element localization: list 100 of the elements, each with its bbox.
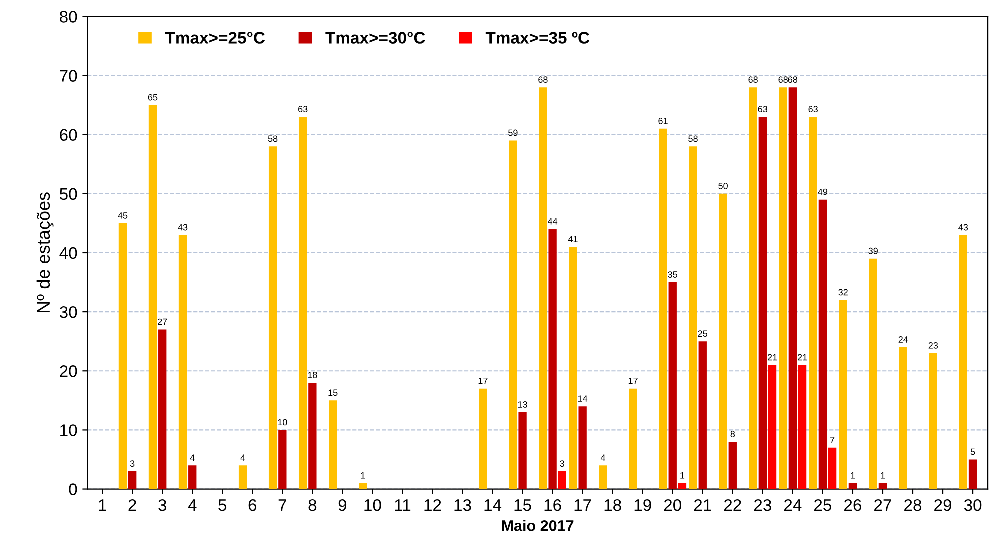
bar <box>788 88 798 490</box>
y-axis-title: Nº de estações <box>36 192 54 313</box>
data-label: 45 <box>118 212 128 219</box>
x-tick-label: 7 <box>278 500 286 512</box>
bar <box>599 466 608 490</box>
x-tick-label: 12 <box>424 499 442 512</box>
x-tick-label: 30 <box>964 499 982 512</box>
bar <box>128 472 137 490</box>
data-label: 68 <box>538 76 548 84</box>
bar <box>779 88 788 490</box>
bar <box>308 382 317 490</box>
bar <box>768 365 777 490</box>
x-tick-label: 21 <box>694 499 712 512</box>
data-label: 3 <box>560 460 565 467</box>
data-label: 14 <box>578 396 588 402</box>
data-label: 1 <box>361 472 366 479</box>
data-label: 1 <box>881 472 886 479</box>
data-label: 63 <box>758 106 768 113</box>
bar <box>818 200 828 490</box>
x-tick-label: 11 <box>395 500 411 512</box>
bar <box>968 460 978 490</box>
data-label: 15 <box>328 390 338 396</box>
bar <box>278 430 287 490</box>
data-label: 61 <box>658 118 668 124</box>
bar <box>809 117 818 490</box>
data-label: 21 <box>768 354 778 361</box>
y-tick-label: 20 <box>60 366 78 378</box>
data-label: 43 <box>958 224 968 231</box>
x-axis-title: Maio 2017 <box>502 520 574 532</box>
bar <box>959 235 968 490</box>
data-label: 4 <box>600 454 606 461</box>
legend-label: Tmax>=30°C <box>326 32 426 44</box>
data-label: 63 <box>808 106 818 113</box>
data-label: 1 <box>851 472 856 479</box>
x-tick-label: 10 <box>364 499 382 512</box>
bar <box>479 388 488 490</box>
x-tick-label: 9 <box>338 499 347 512</box>
data-label: 68 <box>778 76 788 84</box>
data-label: 4 <box>190 454 195 461</box>
data-label: 68 <box>788 76 798 84</box>
data-label: 1 <box>680 472 685 479</box>
bar <box>929 353 938 490</box>
y-tick-label: 0 <box>69 484 78 496</box>
x-tick-label: 8 <box>308 499 317 512</box>
data-label: 24 <box>898 336 908 343</box>
data-label: 58 <box>268 136 278 142</box>
x-tick-label: 15 <box>514 500 532 512</box>
data-label: 39 <box>868 248 878 254</box>
x-tick-label: 3 <box>158 499 166 512</box>
bar <box>848 483 858 490</box>
bar <box>869 258 878 490</box>
bar <box>728 442 737 490</box>
x-tick-label: 20 <box>664 499 682 512</box>
data-label: 4 <box>240 454 246 461</box>
x-tick-label: 1 <box>99 500 106 512</box>
x-tick-label: 18 <box>604 499 622 512</box>
x-tick-label: 5 <box>218 500 227 512</box>
bar <box>758 117 767 490</box>
bar <box>659 128 668 490</box>
bar <box>878 483 888 490</box>
x-tick-label: 13 <box>454 499 472 512</box>
bar <box>548 229 557 490</box>
data-label: 10 <box>278 419 288 426</box>
bar <box>558 472 566 490</box>
data-label: 63 <box>298 106 308 113</box>
bar <box>678 483 687 490</box>
data-label: 27 <box>158 318 168 326</box>
bar <box>268 146 278 490</box>
data-label: 68 <box>748 76 758 84</box>
data-label: 59 <box>508 130 518 136</box>
x-tick-label: 23 <box>754 499 772 512</box>
data-label: 3 <box>130 460 135 467</box>
data-label: 18 <box>308 372 318 378</box>
y-tick-label: 40 <box>60 247 78 260</box>
bar <box>118 223 128 490</box>
data-label: 21 <box>798 354 808 361</box>
bar <box>689 146 698 490</box>
bar <box>719 194 728 490</box>
data-label: 8 <box>730 431 736 438</box>
bar <box>629 388 638 490</box>
x-tick-label: 24 <box>784 499 802 512</box>
data-label: 43 <box>178 224 188 231</box>
data-label: 41 <box>568 236 578 242</box>
y-tick-label: 70 <box>60 70 78 82</box>
bar <box>839 300 848 490</box>
x-tick-label: 14 <box>484 500 502 512</box>
legend-label: Tmax>=25°C <box>165 32 266 44</box>
y-tick-label: 50 <box>60 188 78 200</box>
bar <box>188 466 197 490</box>
bar <box>509 140 518 490</box>
x-tick-label: 2 <box>128 499 136 512</box>
x-tick-label: 28 <box>904 499 922 512</box>
y-tick-label: 60 <box>60 129 78 142</box>
bar <box>828 448 837 490</box>
data-label: 7 <box>830 437 835 444</box>
data-label: 50 <box>718 182 728 190</box>
x-tick-label: 29 <box>934 499 952 512</box>
data-label: 35 <box>668 272 678 278</box>
data-label: 17 <box>478 378 488 384</box>
x-tick-label: 17 <box>574 500 592 512</box>
